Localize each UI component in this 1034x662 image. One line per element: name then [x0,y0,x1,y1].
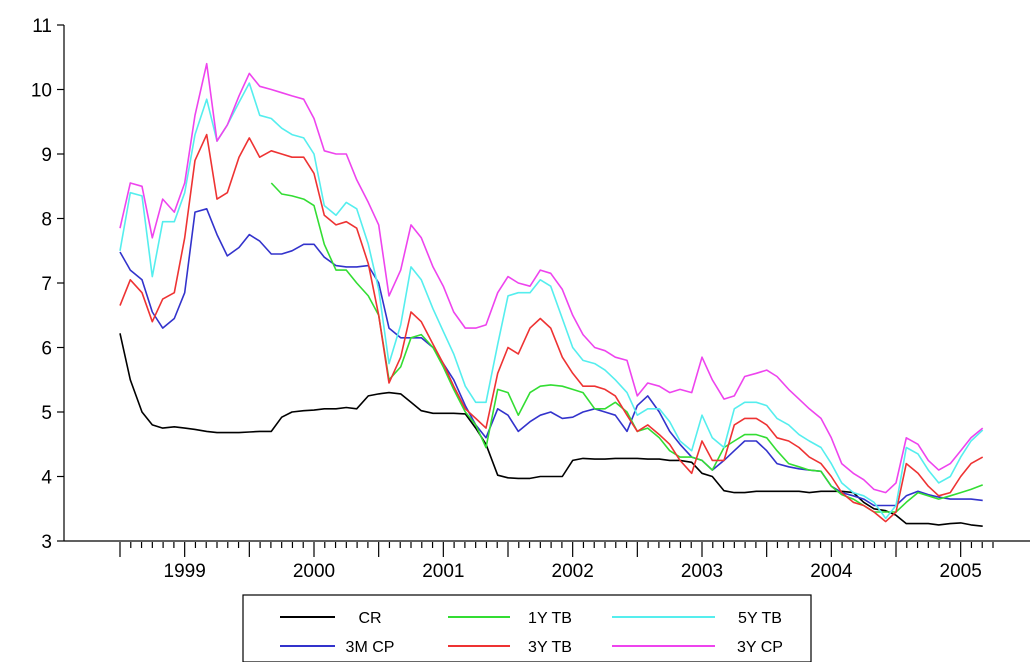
y-tick-label: 6 [41,339,52,360]
y-tick-label: 11 [32,16,52,37]
y-tick-label: 7 [41,274,52,295]
series-line-3y-tb [119,133,984,523]
series-line-cr [119,333,983,527]
y-axis: 3 4 5 6 7 8 9 10 11 [31,16,64,553]
x-tick-label: 2003 [681,561,723,582]
legend-label-1y-tb: 1Y TB [528,610,572,627]
y-tick-label: 3 [41,532,52,553]
y-tick-label: 4 [41,468,52,489]
legend: CR 1Y TB 5Y TB 3M CP 3Y TB 3Y CP [242,594,812,662]
legend-label-cr: CR [358,610,381,627]
x-tick-label: 1999 [164,561,206,582]
x-tick-label: 2001 [422,561,464,582]
series-line-3m-cp [119,208,983,507]
x-tick-label: 2004 [810,561,853,582]
x-tick-label: 2002 [552,561,594,582]
series-lines [119,62,984,527]
legend-label-3y-tb: 3Y TB [528,639,572,656]
y-tick-label: 8 [41,210,52,231]
y-tick-label: 10 [31,81,52,102]
series-line-5y-tb [119,82,984,520]
legend-label-5y-tb: 5Y TB [738,610,782,627]
y-tick-label: 9 [41,145,52,166]
x-tick-label: 2005 [940,561,982,582]
x-axis: 1999 2000 2001 2002 2003 2004 2005 [119,542,994,582]
legend-label-3y-cp: 3Y CP [737,639,783,656]
legend-label-3m-cp: 3M CP [346,639,395,656]
x-tick-label: 2000 [293,561,335,582]
y-tick-label: 5 [41,403,52,424]
legend-box [242,594,812,662]
series-line-3y-cp [119,62,984,494]
series-line-1y-tb [270,182,983,513]
